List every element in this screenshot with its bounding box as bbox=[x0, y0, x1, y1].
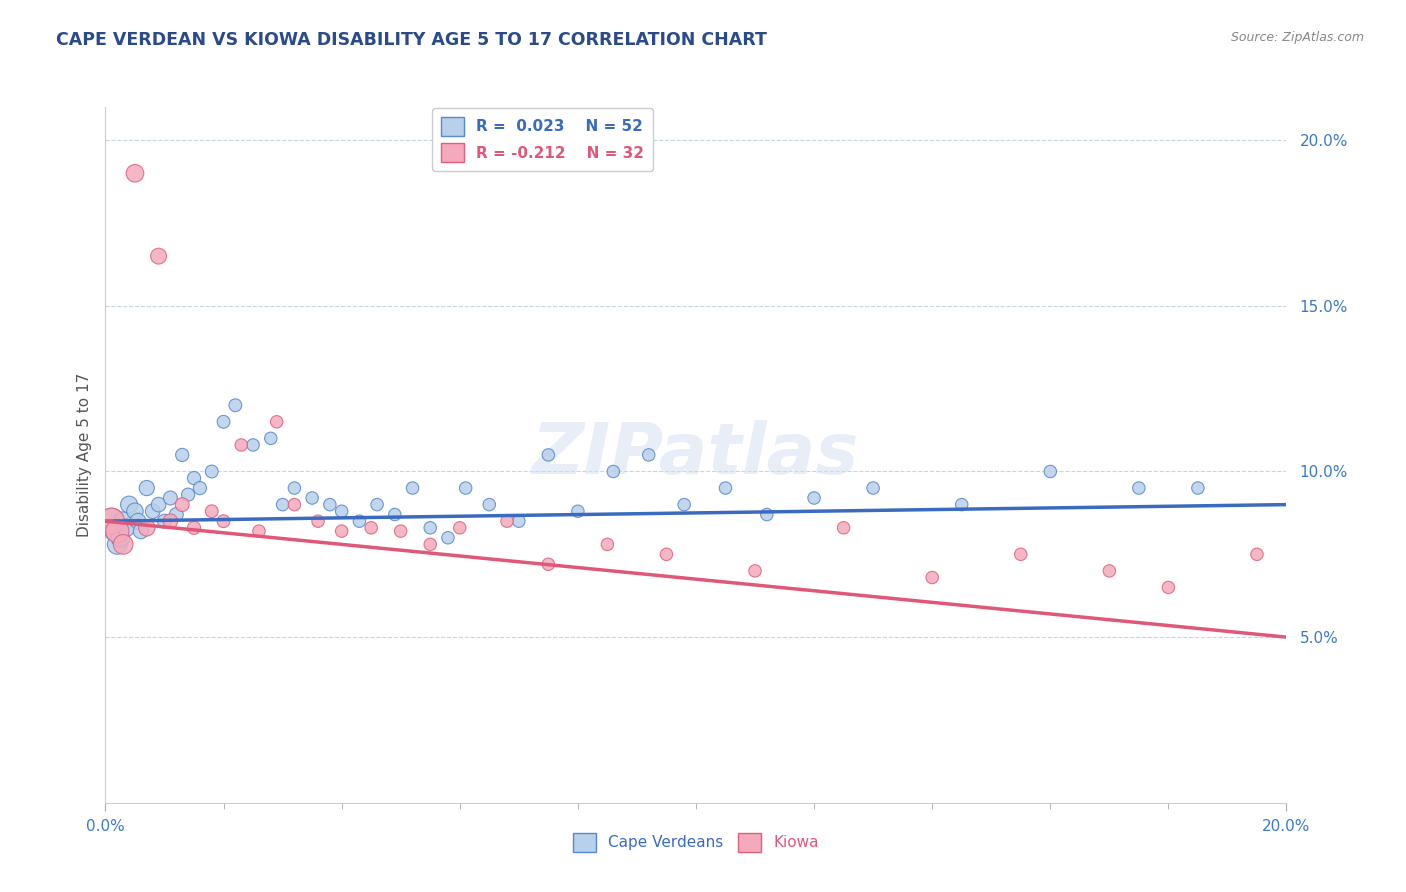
Point bbox=[112, 514, 135, 528]
Point bbox=[419, 537, 441, 551]
Point bbox=[478, 498, 501, 512]
Point bbox=[596, 537, 619, 551]
Point bbox=[437, 531, 460, 545]
Point bbox=[172, 448, 194, 462]
Point bbox=[319, 498, 342, 512]
Point bbox=[330, 504, 353, 518]
Point bbox=[714, 481, 737, 495]
Point bbox=[567, 504, 589, 518]
Point bbox=[1039, 465, 1062, 479]
Point bbox=[103, 524, 125, 538]
Point bbox=[100, 514, 122, 528]
Point bbox=[148, 249, 170, 263]
Point bbox=[100, 514, 122, 528]
Point bbox=[224, 398, 246, 412]
Point bbox=[602, 465, 624, 479]
Point bbox=[112, 537, 135, 551]
Point bbox=[212, 514, 235, 528]
Point bbox=[124, 166, 146, 180]
Point bbox=[129, 524, 152, 538]
Point bbox=[247, 524, 270, 538]
Point bbox=[1246, 547, 1268, 561]
Point bbox=[389, 524, 412, 538]
Point bbox=[496, 514, 519, 528]
Point bbox=[384, 508, 406, 522]
Point bbox=[135, 521, 157, 535]
Point bbox=[1098, 564, 1121, 578]
Point bbox=[105, 537, 128, 551]
Point bbox=[177, 488, 200, 502]
Point bbox=[153, 514, 176, 528]
Text: CAPE VERDEAN VS KIOWA DISABILITY AGE 5 TO 17 CORRELATION CHART: CAPE VERDEAN VS KIOWA DISABILITY AGE 5 T… bbox=[56, 31, 768, 49]
Point bbox=[950, 498, 973, 512]
Point bbox=[655, 547, 678, 561]
Point bbox=[755, 508, 778, 522]
Point bbox=[508, 514, 530, 528]
Point bbox=[307, 514, 329, 528]
Point bbox=[537, 558, 560, 572]
Point bbox=[832, 521, 855, 535]
Point bbox=[148, 498, 170, 512]
Y-axis label: Disability Age 5 to 17: Disability Age 5 to 17 bbox=[76, 373, 91, 537]
Point bbox=[1187, 481, 1209, 495]
Point bbox=[165, 508, 187, 522]
Point bbox=[744, 564, 766, 578]
Point bbox=[673, 498, 696, 512]
Point bbox=[172, 498, 194, 512]
Point bbox=[242, 438, 264, 452]
Point bbox=[419, 521, 441, 535]
Point bbox=[454, 481, 477, 495]
Point bbox=[537, 448, 560, 462]
Point bbox=[1157, 581, 1180, 595]
Point bbox=[183, 471, 205, 485]
Point bbox=[349, 514, 371, 528]
Point bbox=[301, 491, 323, 505]
Point bbox=[231, 438, 253, 452]
Point bbox=[142, 504, 165, 518]
Point bbox=[212, 415, 235, 429]
Point bbox=[330, 524, 353, 538]
Point bbox=[266, 415, 288, 429]
Point bbox=[110, 531, 132, 545]
Point bbox=[118, 498, 141, 512]
Point bbox=[283, 481, 305, 495]
Point bbox=[135, 481, 157, 495]
Point bbox=[803, 491, 825, 505]
Point bbox=[127, 514, 149, 528]
Point bbox=[366, 498, 388, 512]
Point bbox=[201, 504, 224, 518]
Point bbox=[1010, 547, 1032, 561]
Point bbox=[271, 498, 294, 512]
Point bbox=[862, 481, 884, 495]
Legend: Cape Verdeans, Kiowa: Cape Verdeans, Kiowa bbox=[567, 827, 825, 858]
Point bbox=[188, 481, 211, 495]
Point bbox=[921, 570, 943, 584]
Point bbox=[637, 448, 659, 462]
Point bbox=[159, 514, 181, 528]
Point bbox=[260, 431, 283, 445]
Point bbox=[1128, 481, 1150, 495]
Point bbox=[201, 465, 224, 479]
Point bbox=[124, 504, 146, 518]
Point bbox=[283, 498, 305, 512]
Text: Source: ZipAtlas.com: Source: ZipAtlas.com bbox=[1230, 31, 1364, 45]
Point bbox=[360, 521, 382, 535]
Point bbox=[115, 521, 138, 535]
Text: ZIPatlas: ZIPatlas bbox=[533, 420, 859, 490]
Point bbox=[449, 521, 471, 535]
Point bbox=[183, 521, 205, 535]
Point bbox=[401, 481, 423, 495]
Point bbox=[159, 491, 181, 505]
Point bbox=[105, 524, 128, 538]
